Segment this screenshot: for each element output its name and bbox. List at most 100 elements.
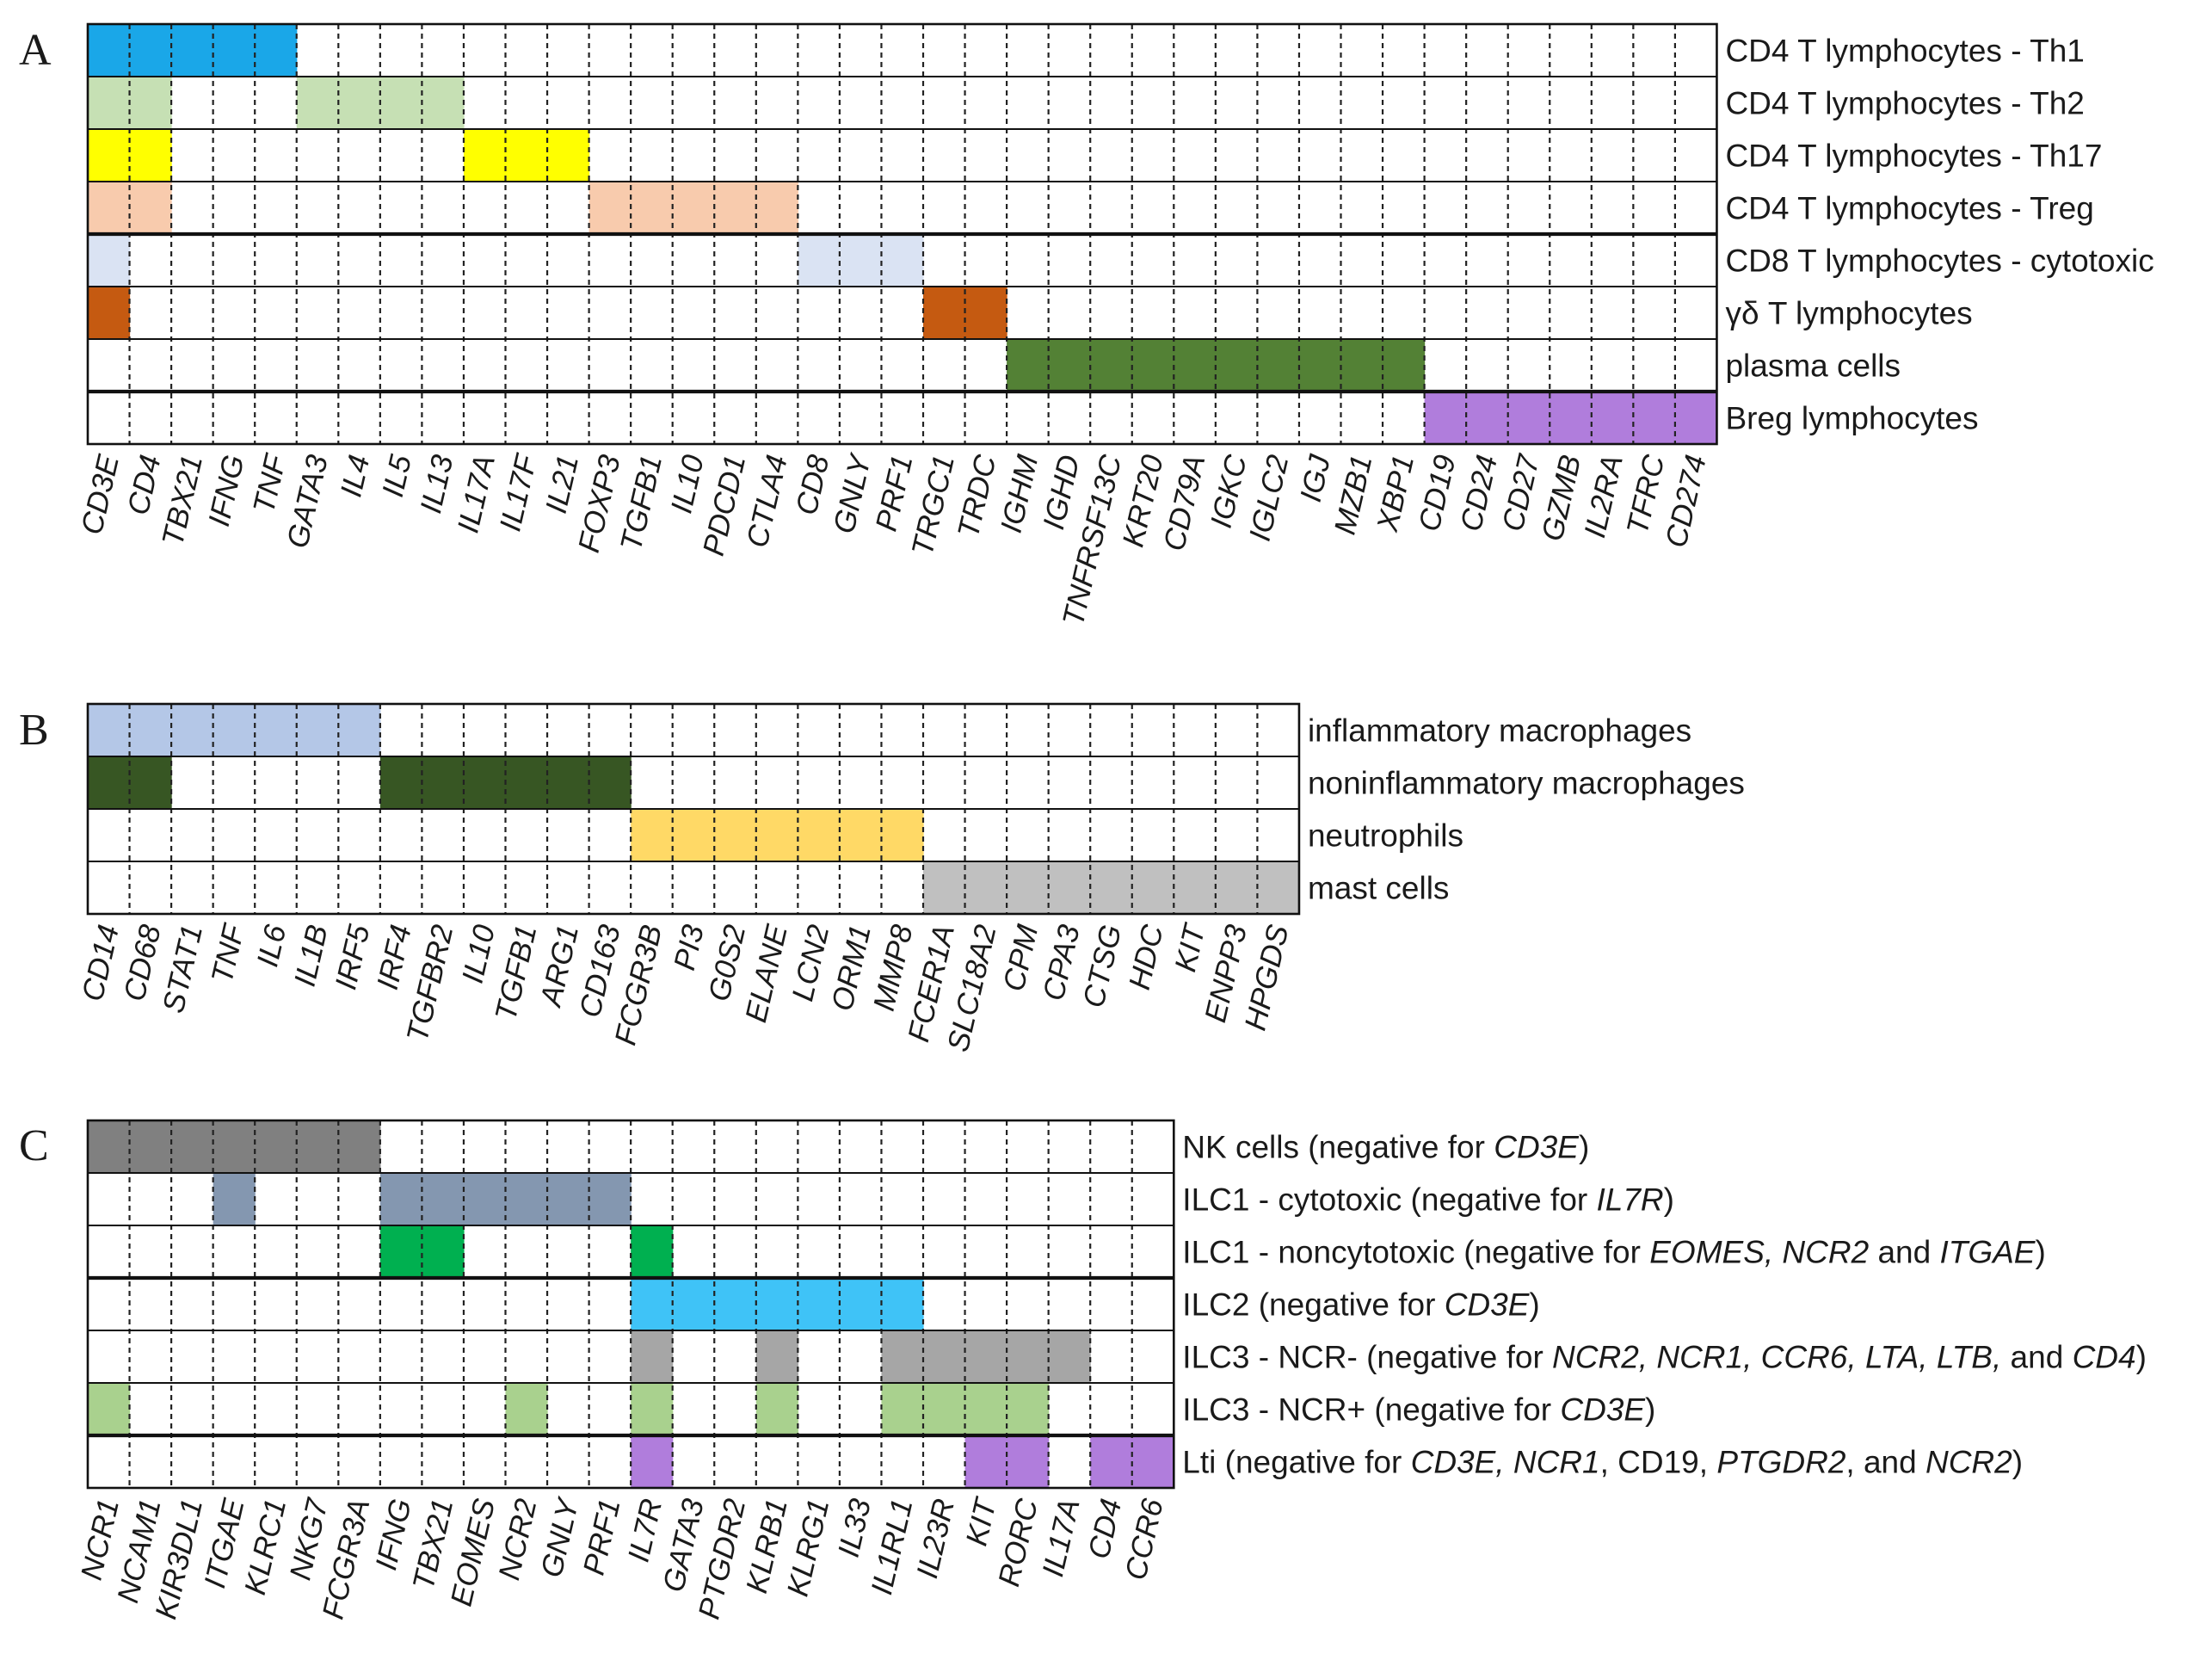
row-label-b-3: mast cells bbox=[1308, 871, 1449, 906]
cell-b-r1-il10 bbox=[463, 756, 507, 810]
cell-a-r4-cd3e bbox=[88, 234, 131, 287]
cell-b-r1-arg1 bbox=[547, 756, 590, 810]
cell-c-r2-il7r bbox=[631, 1225, 674, 1279]
cell-b-r3-cpa3 bbox=[1048, 861, 1091, 915]
column-label-a-il5: IL5 bbox=[376, 452, 418, 501]
row-label-c-4: ILC3 - NCR- (negative for NCR2, NCR1, CC… bbox=[1182, 1340, 2147, 1375]
panel-a: A CD4 T lymphocytes - Th1 CD4 T lymphocyte… bbox=[19, 22, 2154, 629]
cell-a-r0-cd3e bbox=[88, 24, 131, 77]
row-label-part: noninflammatory macrophages bbox=[1308, 766, 1745, 801]
row-label-part: ILC2 (negative for bbox=[1182, 1287, 1444, 1323]
column-label-c-il7r: IL7R bbox=[622, 1496, 669, 1565]
cell-b-r3-hdc bbox=[1131, 861, 1174, 915]
column-label-b-kit: KIT bbox=[1168, 919, 1212, 974]
row-label-part: ) bbox=[2136, 1340, 2147, 1375]
cell-c-r1-ifng bbox=[379, 1173, 422, 1226]
row-label-part: CD4 T lymphocytes - Th1 bbox=[1725, 34, 2084, 69]
row-label-part: , and bbox=[1845, 1445, 1925, 1480]
row-label-part: CD4 T lymphocytes - Treg bbox=[1725, 191, 2093, 226]
cell-a-r5-cd3e bbox=[88, 287, 131, 340]
panel-c: C NK cells (negative for CD3E)ILC1 - cyto… bbox=[19, 1119, 2147, 1622]
cell-a-r5-trdc bbox=[964, 287, 1007, 340]
cell-b-r3-hpgds bbox=[1257, 861, 1300, 915]
row-label-a-3: CD4 T lymphocytes - Treg bbox=[1725, 191, 2093, 226]
cell-b-r0-il1b bbox=[296, 704, 339, 757]
row-label-c-3: ILC2 (negative for CD3E) bbox=[1182, 1287, 1539, 1323]
row-label-part: ) bbox=[2012, 1445, 2023, 1480]
cell-b-r2-orm1 bbox=[839, 809, 883, 862]
cell-c-r0-itgae bbox=[213, 1120, 256, 1174]
panel-label-a: A bbox=[19, 26, 52, 75]
column-label-b-irf5: IRF5 bbox=[329, 922, 376, 993]
cell-c-r0-kir3dl1 bbox=[171, 1120, 214, 1174]
cell-a-r6-tnfrsf13c bbox=[1090, 339, 1133, 392]
cell-b-r2-lcn2 bbox=[798, 809, 841, 862]
row-label-part: γδ T lymphocytes bbox=[1725, 296, 1972, 331]
grid-border-a bbox=[86, 22, 1718, 446]
row-label-part: ITGAE bbox=[1939, 1235, 2036, 1270]
cell-a-r2-il17a bbox=[463, 129, 507, 182]
row-label-part: inflammatory macrophages bbox=[1308, 713, 1691, 749]
row-label-c-2: ILC1 - noncytotoxic (negative for EOMES,… bbox=[1182, 1235, 2046, 1270]
grid-border-c bbox=[86, 1119, 1175, 1490]
cell-c-r5-ncr2 bbox=[505, 1383, 548, 1436]
cell-b-r1-cd163 bbox=[588, 756, 632, 810]
cell-a-r7-il2ra bbox=[1591, 392, 1634, 445]
cell-b-r1-cd68 bbox=[129, 756, 172, 810]
cell-b-r3-kit bbox=[1174, 861, 1217, 915]
row-label-a-1: CD4 T lymphocytes - Th2 bbox=[1725, 86, 2084, 121]
cell-b-r2-elane bbox=[755, 809, 798, 862]
cell-c-r0-ncr1 bbox=[88, 1120, 131, 1174]
cell-c-r1-tbx21 bbox=[422, 1173, 465, 1226]
row-label-part: CD3E bbox=[1494, 1130, 1580, 1165]
cell-a-r1-il13 bbox=[422, 77, 465, 130]
row-label-part: ) bbox=[1579, 1130, 1589, 1165]
cell-a-r0-tnf bbox=[255, 24, 298, 77]
cell-a-r6-cd79a bbox=[1174, 339, 1217, 392]
cell-c-r6-ccr6 bbox=[1131, 1435, 1174, 1489]
column-label-a-cd4: CD4 bbox=[121, 452, 168, 518]
cell-c-r1-eomes bbox=[463, 1173, 507, 1226]
row-label-b-2: neutrophils bbox=[1308, 818, 1463, 854]
row-label-part: ) bbox=[2036, 1235, 2046, 1270]
cell-c-r5-klrb1 bbox=[755, 1383, 798, 1436]
column-label-a-cd8: CD8 bbox=[790, 452, 836, 519]
grid-border-b bbox=[86, 702, 1301, 916]
cell-a-r2-cd4 bbox=[129, 129, 172, 182]
row-label-a-5: γδ T lymphocytes bbox=[1725, 296, 1972, 331]
cell-c-r3-klrg1 bbox=[798, 1278, 841, 1331]
cell-c-r3-ptgdr2 bbox=[714, 1278, 757, 1331]
cell-c-r5-ncr1 bbox=[88, 1383, 131, 1436]
cell-b-r0-cd68 bbox=[129, 704, 172, 757]
column-label-c-prf1: PRF1 bbox=[577, 1496, 627, 1578]
cell-c-r1-ncr2 bbox=[505, 1173, 548, 1226]
cell-c-r0-nkg7 bbox=[296, 1120, 339, 1174]
cell-c-r3-gata3 bbox=[672, 1278, 715, 1331]
row-label-c-1: ILC1 - cytotoxic (negative for IL7R) bbox=[1182, 1182, 1674, 1218]
cell-a-r2-cd3e bbox=[88, 129, 131, 182]
cell-a-r0-tbx21 bbox=[171, 24, 214, 77]
row-label-part: ) bbox=[1529, 1287, 1539, 1323]
cell-c-r4-klrb1 bbox=[755, 1330, 798, 1384]
cell-c-r5-kit bbox=[964, 1383, 1007, 1436]
column-label-a-il4: IL4 bbox=[334, 452, 376, 500]
column-label-c-kit: KIT bbox=[959, 1493, 1003, 1548]
cell-c-r3-il1rl1 bbox=[881, 1278, 924, 1331]
cell-b-r1-tgfbr2 bbox=[422, 756, 465, 810]
row-label-a-4: CD8 T lymphocytes - cytotoxic bbox=[1725, 244, 2153, 279]
row-label-part: IL7R bbox=[1597, 1182, 1664, 1218]
cell-c-r4-il1rl1 bbox=[881, 1330, 924, 1384]
cell-a-r3-pdcd1 bbox=[714, 182, 757, 235]
cell-c-r4-il23r bbox=[923, 1330, 966, 1384]
cell-a-r3-tgfb1 bbox=[631, 182, 674, 235]
cell-a-r0-ifng bbox=[213, 24, 256, 77]
cell-a-r5-trgc1 bbox=[923, 287, 966, 340]
cell-c-r2-tbx21 bbox=[422, 1225, 465, 1279]
row-label-part: ILC3 - NCR+ (negative for bbox=[1182, 1392, 1560, 1428]
cell-a-r6-xbp1 bbox=[1383, 339, 1426, 392]
cell-b-r3-fcer1a bbox=[923, 861, 966, 915]
column-label-a-il21: IL21 bbox=[539, 452, 585, 516]
row-label-part: CD3E bbox=[1560, 1392, 1646, 1428]
row-label-part: CD4 T lymphocytes - Th2 bbox=[1725, 86, 2084, 121]
cell-b-r2-mmp8 bbox=[881, 809, 924, 862]
